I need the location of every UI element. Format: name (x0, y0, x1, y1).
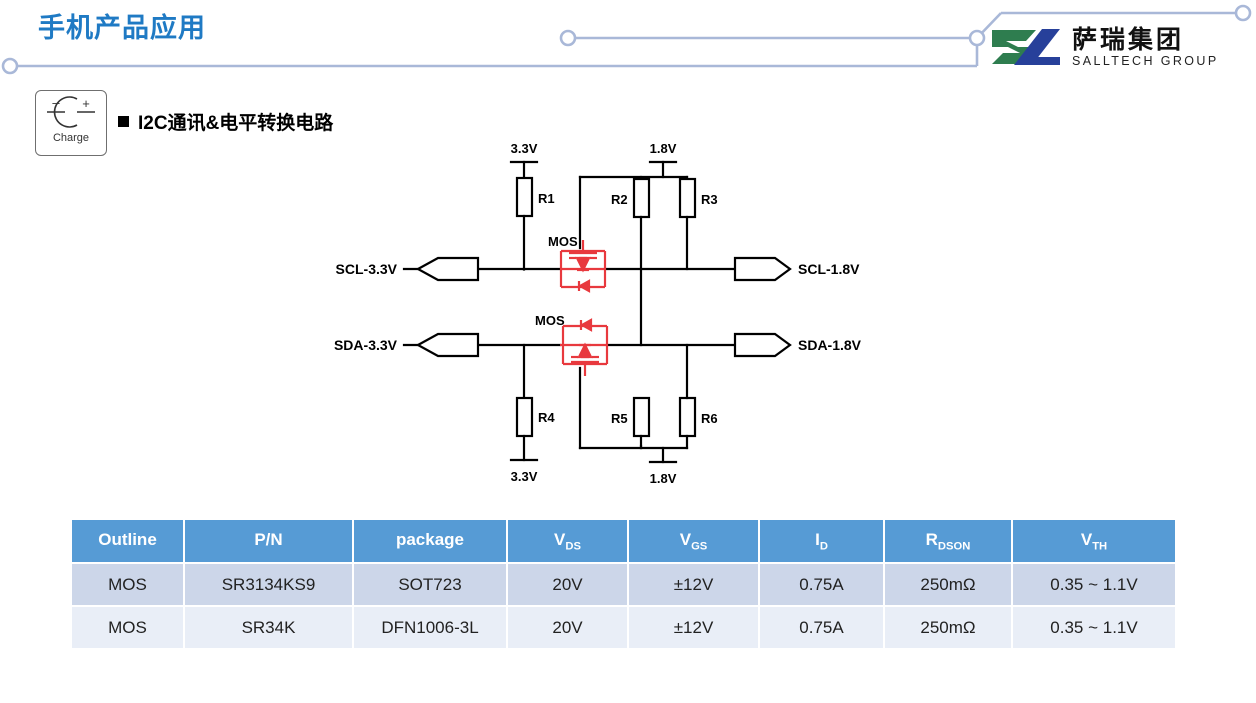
charge-icon-box: – + Charge (35, 90, 107, 156)
charge-icon-label: Charge (52, 132, 90, 144)
col-header-outline[interactable]: Outline (70, 518, 185, 564)
cell-outline: MOS (70, 605, 185, 650)
cell-vds: 20V (506, 605, 629, 650)
table-header-row: Outline P/N package VDS VGS ID RDSON VTH (70, 518, 1177, 564)
deco-node-right (1234, 4, 1252, 22)
rail-label-1v8-top: 1.8V (650, 141, 677, 156)
svg-text:–: – (52, 95, 60, 110)
cell-pn: SR3134KS9 (183, 562, 354, 607)
deco-node-mid (559, 29, 577, 47)
resistor-label-r3: R3 (701, 192, 718, 207)
cell-vth: 0.35 ~ 1.1V (1011, 562, 1177, 607)
section-heading: I2C通讯&电平转换电路 (118, 108, 333, 135)
logo-name-cn: 萨瑞集团 (1072, 24, 1185, 54)
charge-icon: – + (47, 95, 95, 128)
cell-vds: 20V (506, 562, 629, 607)
cell-pn: SR34K (183, 605, 354, 650)
cell-package: SOT723 (352, 562, 508, 607)
salltech-logo-icon (992, 29, 1060, 65)
logo-name-en: SALLTECH GROUP (1072, 53, 1219, 68)
device-label-mos-sda: MOS (535, 313, 565, 328)
circuit-schematic: 3.3V 1.8V 3.3V 1.8V R1 R2 R3 R4 R5 R6 MO… (334, 141, 862, 486)
cell-id: 0.75A (758, 605, 885, 650)
col-header-package[interactable]: package (352, 518, 508, 564)
spec-table: Outline P/N package VDS VGS ID RDSON VTH… (70, 518, 1177, 650)
deco-node-left (1, 57, 19, 75)
resistor-label-r5: R5 (611, 411, 628, 426)
cell-id: 0.75A (758, 562, 885, 607)
resistor-label-r2: R2 (611, 192, 628, 207)
col-header-rdson[interactable]: RDSON (883, 518, 1013, 564)
output-connector-scl (733, 256, 792, 282)
schematic-wires (402, 160, 737, 464)
cell-rdson: 250mΩ (883, 605, 1013, 650)
col-header-vgs[interactable]: VGS (627, 518, 760, 564)
cell-vgs: ±12V (627, 562, 760, 607)
resistor-label-r4: R4 (538, 410, 555, 425)
deco-node-junction (968, 29, 986, 47)
rail-label-1v8-bottom: 1.8V (650, 471, 677, 486)
output-connector-sda (733, 332, 792, 358)
square-bullet-icon (118, 116, 129, 127)
resistor-label-r1: R1 (538, 191, 555, 206)
device-label-mos-scl: MOS (548, 234, 578, 249)
svg-text:+: + (82, 96, 90, 111)
table-row[interactable]: MOS SR34K DFN1006-3L 20V ±12V 0.75A 250m… (70, 605, 1177, 650)
cell-vgs: ±12V (627, 605, 760, 650)
page-title: 手机产品应用 (38, 13, 206, 43)
cell-outline: MOS (70, 562, 185, 607)
mosfet-scl-icon (559, 240, 607, 293)
col-header-vth[interactable]: VTH (1011, 518, 1177, 564)
col-header-pn[interactable]: P/N (183, 518, 354, 564)
col-header-vds[interactable]: VDS (506, 518, 629, 564)
resistor-label-r6: R6 (701, 411, 718, 426)
input-label-sda: SDA-3.3V (334, 337, 398, 353)
rail-label-3v3-top: 3.3V (511, 141, 538, 156)
input-connector-sda (415, 332, 480, 358)
cell-vth: 0.35 ~ 1.1V (1011, 605, 1177, 650)
mosfet-sda-icon (560, 318, 609, 376)
input-label-scl: SCL-3.3V (336, 261, 398, 277)
output-label-scl: SCL-1.8V (798, 261, 860, 277)
rail-label-3v3-bottom: 3.3V (511, 469, 538, 484)
cell-package: DFN1006-3L (352, 605, 508, 650)
section-heading-label: I2C通讯&电平转换电路 (138, 113, 334, 134)
col-header-id[interactable]: ID (758, 518, 885, 564)
table-row[interactable]: MOS SR3134KS9 SOT723 20V ±12V 0.75A 250m… (70, 562, 1177, 607)
brand-logo: 萨瑞集团 SALLTECH GROUP (990, 24, 1219, 70)
output-label-sda: SDA-1.8V (798, 337, 862, 353)
cell-rdson: 250mΩ (883, 562, 1013, 607)
header-decoration (1, 4, 1252, 75)
input-connector-scl (415, 256, 480, 282)
